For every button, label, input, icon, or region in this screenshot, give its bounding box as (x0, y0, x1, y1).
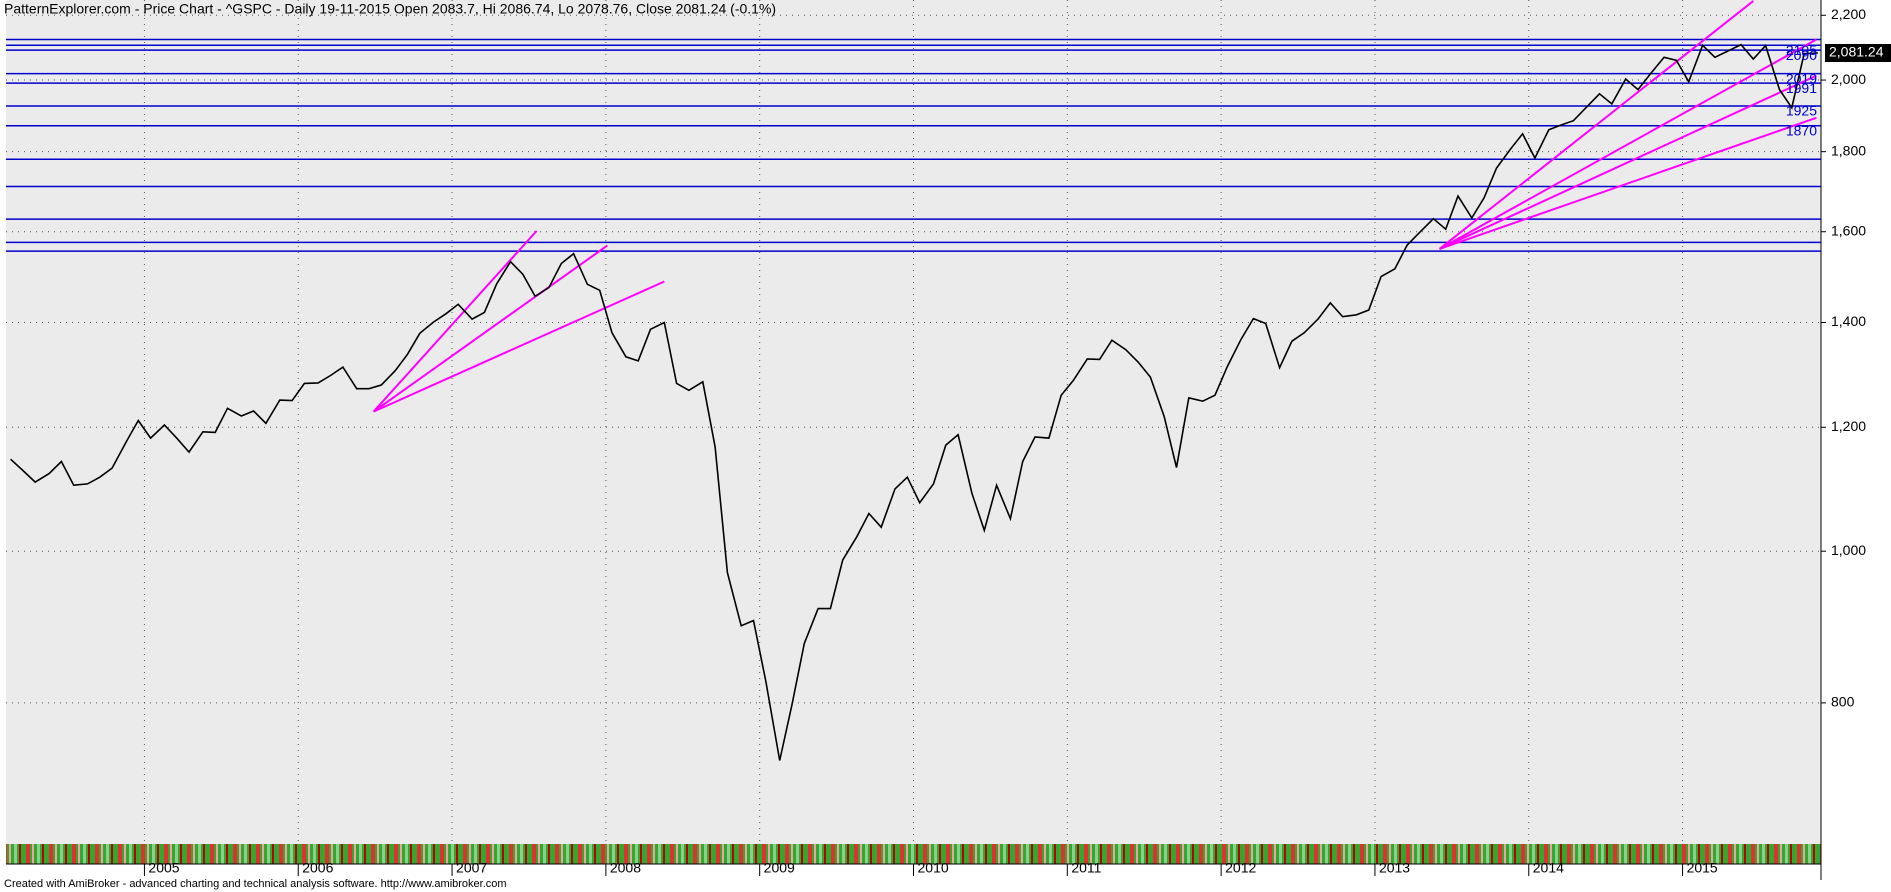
x-tick-label: 2008 (610, 860, 641, 876)
trendline (1439, 74, 1817, 250)
trendline (1439, 38, 1817, 250)
y-tick-label: 1,600 (1831, 222, 1866, 238)
trendline (373, 244, 608, 413)
price-line (10, 43, 1818, 761)
x-tick-label: 2006 (302, 860, 333, 876)
x-tick-label: 2014 (1533, 860, 1564, 876)
footer: Created with AmiBroker - advanced charti… (4, 878, 507, 890)
x-tick-label: 2013 (1379, 860, 1410, 876)
level-label: 1991 (1786, 80, 1817, 96)
last-price-box (1825, 43, 1891, 62)
level-label: 2019 (1786, 70, 1817, 86)
y-tick-label: 1,400 (1831, 313, 1866, 329)
level-label: 1925 (1786, 103, 1817, 119)
last-price-label: 2,081.24 (1829, 44, 1884, 60)
x-tick-label: 2005 (148, 860, 179, 876)
trendline (373, 280, 665, 413)
level-label: 1870 (1786, 122, 1817, 138)
trendline (1438, 0, 1754, 250)
y-tick-label: 1,000 (1831, 542, 1866, 558)
y-tick-label: 1,200 (1831, 418, 1866, 434)
x-tick-label: 2010 (918, 860, 949, 876)
level-label: 2105 (1786, 42, 1817, 58)
x-tick-label: 2015 (1687, 860, 1718, 876)
y-tick-label: 800 (1831, 694, 1855, 710)
chart-title: PatternExplorer.com - Price Chart - ^GSP… (4, 1, 776, 17)
plot (6, 0, 1821, 844)
trendline (372, 230, 538, 413)
y-tick-label: 2,000 (1831, 71, 1866, 87)
level-label: 2090 (1786, 47, 1817, 63)
y-tick-label: 1,800 (1831, 142, 1866, 158)
y-tick-label: 2,200 (1831, 6, 1866, 22)
x-tick-label: 2009 (764, 860, 795, 876)
x-tick-label: 2012 (1225, 860, 1256, 876)
x-tick-label: 2011 (1071, 860, 1101, 876)
volume-strip (6, 844, 1821, 864)
x-tick-label: 2007 (456, 860, 487, 876)
trendline (1439, 116, 1817, 250)
